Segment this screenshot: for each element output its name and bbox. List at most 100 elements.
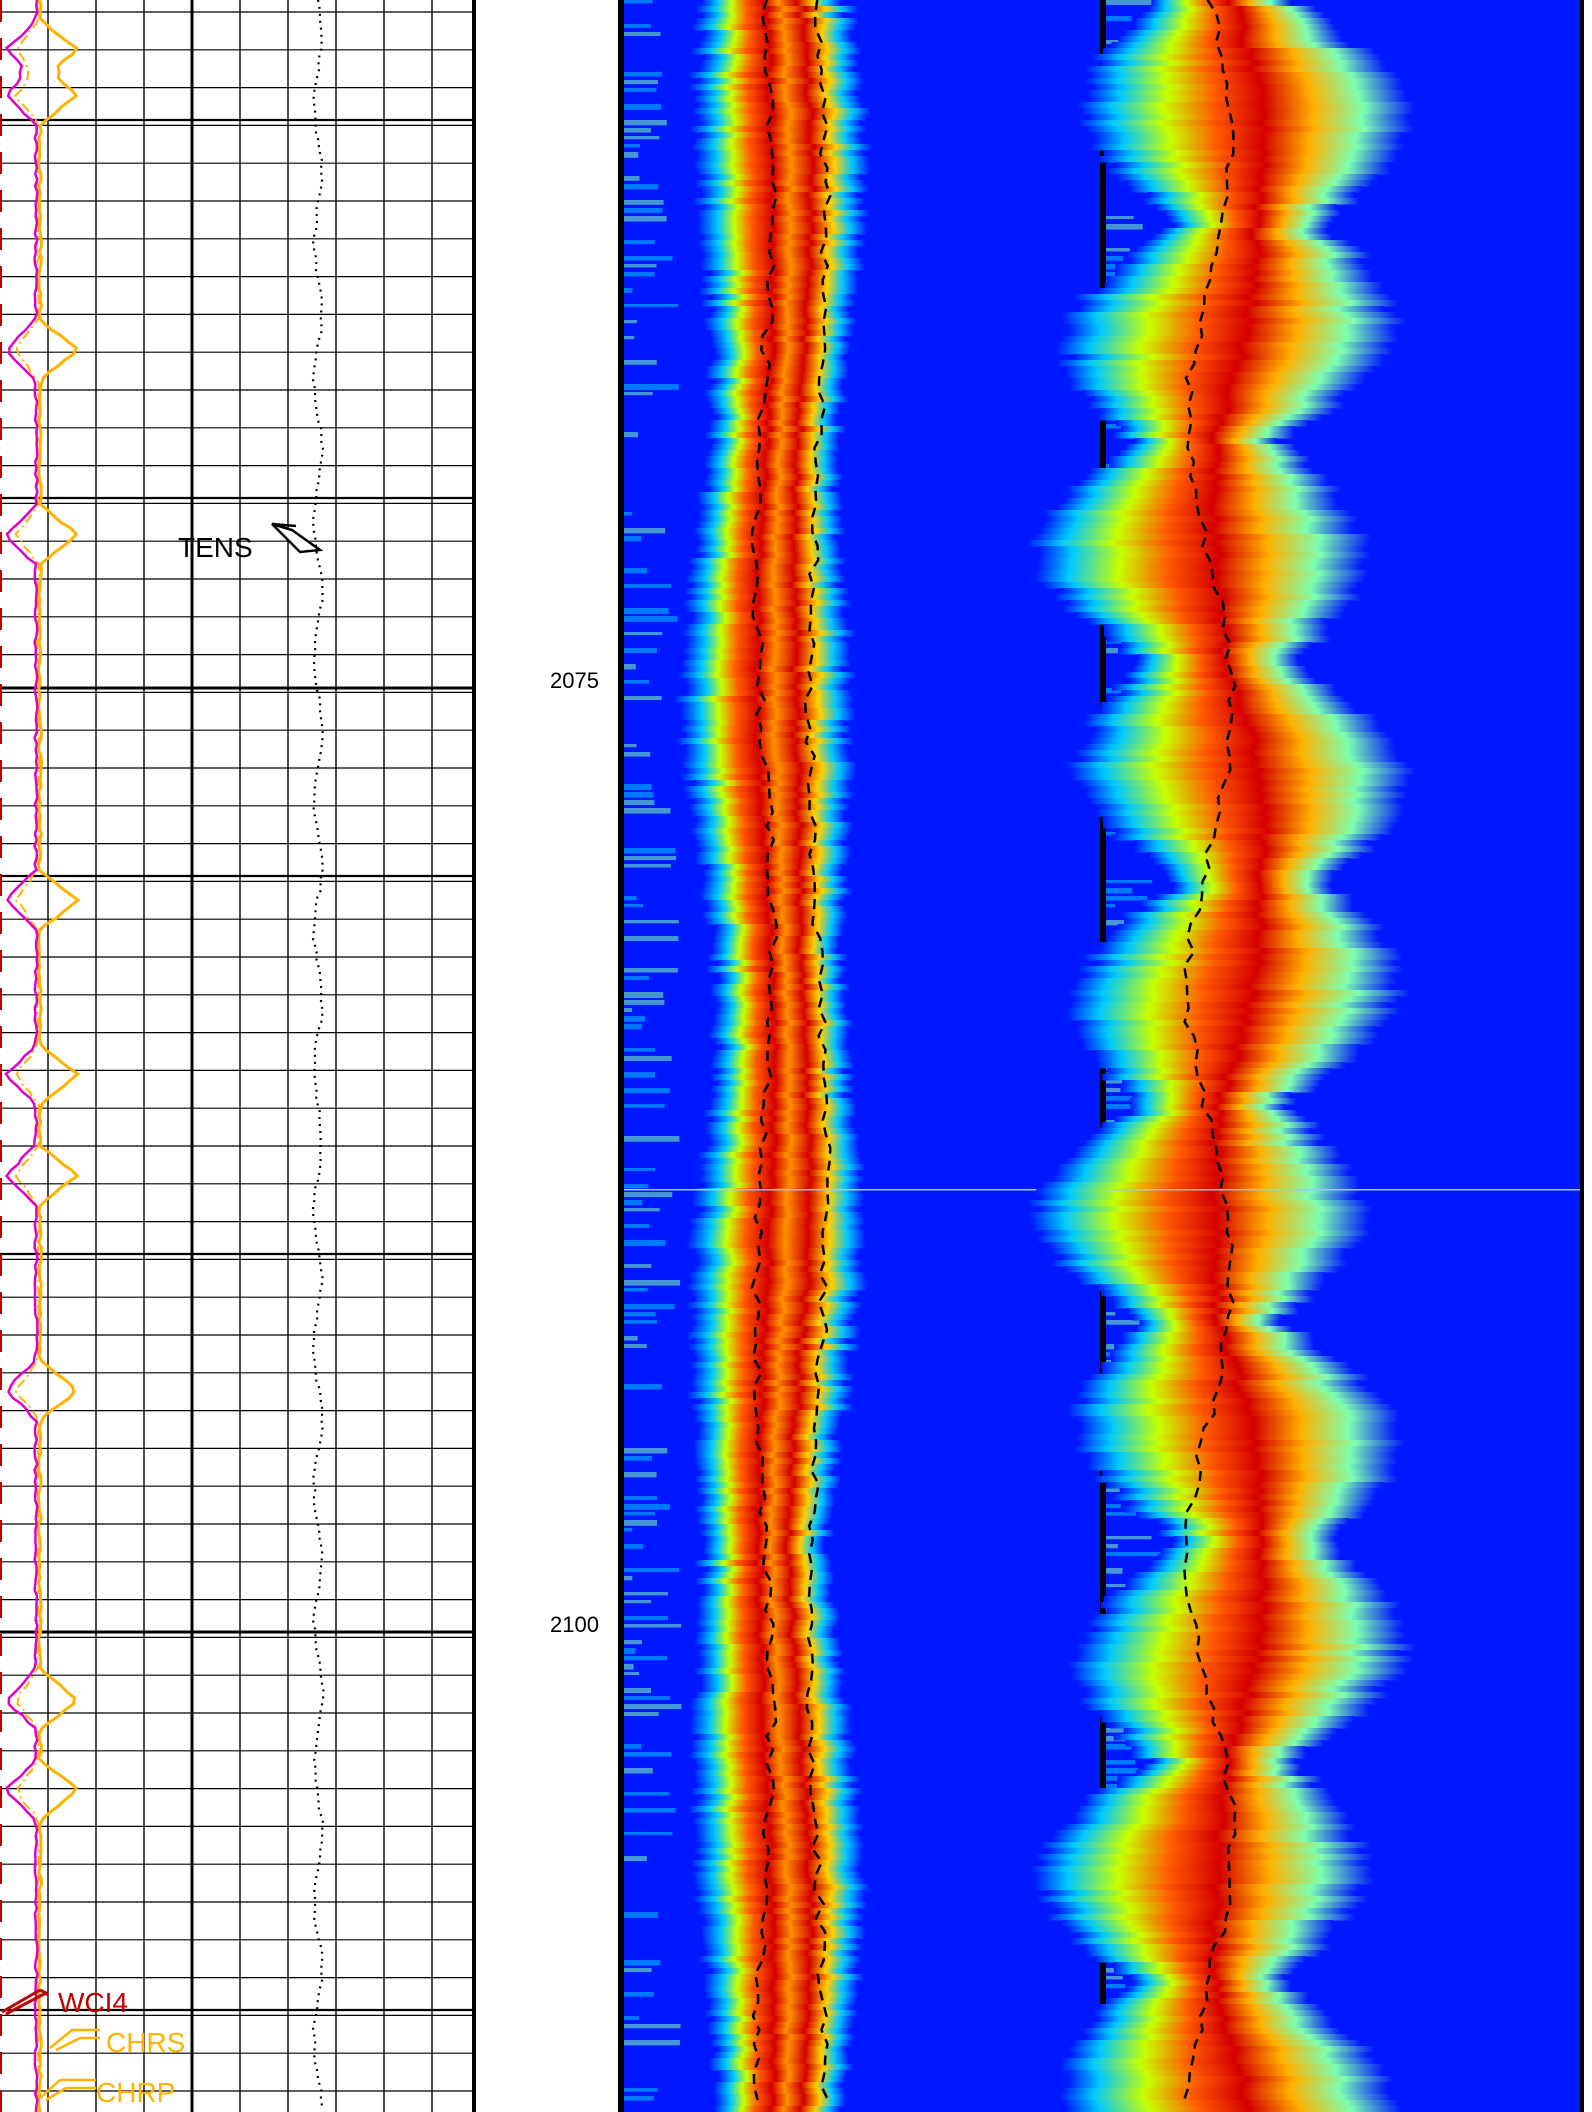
image-band-row bbox=[687, 636, 846, 643]
image-band-row bbox=[689, 1278, 867, 1285]
image-band-row bbox=[1073, 294, 1392, 301]
image-band-row bbox=[1066, 1926, 1334, 1933]
image-band-row bbox=[690, 1698, 845, 1705]
image-band-row bbox=[1132, 1572, 1367, 1579]
image-band-row bbox=[692, 1374, 854, 1381]
image-band-row bbox=[1088, 402, 1344, 409]
image-band-row bbox=[1089, 1374, 1369, 1381]
image-band-row bbox=[1133, 1980, 1292, 1987]
image-streak bbox=[624, 1048, 655, 1052]
image-streak bbox=[624, 200, 664, 205]
image-streak bbox=[624, 1184, 649, 1189]
image-band-row bbox=[697, 1152, 861, 1159]
image-streak bbox=[624, 320, 637, 324]
image-band-row bbox=[715, 924, 844, 931]
image-band-row bbox=[1095, 1626, 1402, 1633]
image-band-row bbox=[1099, 2004, 1321, 2011]
image-track-2-bands bbox=[1027, 0, 1416, 2112]
image-band-row bbox=[1080, 108, 1414, 115]
image-band-row bbox=[693, 1266, 860, 1273]
image-band-row bbox=[693, 798, 845, 805]
image-band-row bbox=[698, 1902, 868, 1909]
image-band-row bbox=[1113, 1962, 1300, 1969]
image-band-row bbox=[1102, 48, 1375, 55]
curve-track: TENS WCI4 CHRS CHRP bbox=[0, 0, 478, 2112]
image-band-row bbox=[694, 1368, 849, 1375]
image-band-row bbox=[709, 2058, 850, 2065]
image-band-row bbox=[1062, 1824, 1356, 1831]
image-streak bbox=[624, 1992, 654, 1997]
image-band-row bbox=[699, 1482, 839, 1489]
image-streak bbox=[1106, 256, 1123, 261]
image-band-row bbox=[703, 1986, 857, 1993]
image-band-row bbox=[703, 1974, 864, 1981]
image-band-row bbox=[697, 90, 857, 97]
image-band-row bbox=[1079, 1020, 1386, 1027]
image-band-row bbox=[1054, 594, 1362, 601]
image-band-row bbox=[706, 1146, 859, 1153]
image-band-row bbox=[691, 144, 872, 151]
image-band-row bbox=[1167, 876, 1334, 883]
image-streak bbox=[1106, 1976, 1123, 1980]
image-band-row bbox=[694, 1848, 863, 1855]
image-band-row bbox=[1062, 498, 1338, 505]
image-band-row bbox=[1034, 1884, 1361, 1891]
image-band-row bbox=[1084, 1794, 1333, 1801]
image-streak bbox=[624, 384, 679, 390]
image-band-row bbox=[1060, 336, 1398, 343]
image-streak bbox=[624, 1208, 660, 1212]
image-band-row bbox=[1174, 222, 1330, 229]
image-streak bbox=[1106, 1512, 1156, 1516]
image-band-row bbox=[1034, 576, 1366, 583]
image-band-row bbox=[1035, 1854, 1373, 1861]
image-band-row bbox=[704, 1980, 858, 1987]
image-streak bbox=[1106, 1776, 1118, 1781]
image-band-row bbox=[1082, 954, 1403, 961]
image-streak bbox=[624, 800, 655, 806]
image-band-row bbox=[1077, 1680, 1388, 1687]
image-band-row bbox=[695, 1410, 843, 1417]
image-band-row bbox=[709, 312, 851, 319]
image-band-row bbox=[1064, 1266, 1340, 1273]
image-track-1-divider bbox=[624, 1189, 1100, 1191]
image-band-row bbox=[696, 156, 869, 163]
image-band-row bbox=[701, 0, 842, 7]
image-band-row bbox=[1074, 1818, 1347, 1825]
image-streak bbox=[624, 1968, 652, 1973]
image-band-row bbox=[675, 738, 855, 745]
image-band-row bbox=[1115, 264, 1366, 271]
image-band-row bbox=[1132, 1092, 1291, 1099]
image-band-row bbox=[691, 1746, 858, 1753]
image-band-row bbox=[1067, 2076, 1394, 2083]
image-band-row bbox=[1101, 1122, 1321, 1129]
image-streak bbox=[624, 1752, 672, 1757]
image-band-row bbox=[691, 1224, 863, 1231]
image-band-row bbox=[700, 264, 865, 271]
image-streak bbox=[624, 304, 679, 308]
image-band-row bbox=[688, 1230, 866, 1237]
image-band-row bbox=[693, 162, 870, 169]
image-band-row bbox=[693, 822, 854, 829]
image-band-row bbox=[700, 258, 863, 265]
image-band-row bbox=[1065, 366, 1376, 373]
image-streak bbox=[624, 1856, 647, 1862]
image-band-row bbox=[1151, 0, 1292, 7]
image-band-row bbox=[1103, 1596, 1386, 1603]
image-streak bbox=[624, 240, 655, 245]
image-streak bbox=[624, 1640, 643, 1645]
image-band-row bbox=[696, 1800, 855, 1807]
image-band-row bbox=[708, 486, 833, 493]
depth-tick-label: 2075 bbox=[550, 668, 599, 693]
image-band-row bbox=[1093, 132, 1403, 139]
image-band-row bbox=[709, 1998, 857, 2005]
image-band-row bbox=[689, 594, 846, 601]
image-band-row bbox=[1129, 678, 1317, 685]
image-band-row bbox=[1078, 480, 1328, 487]
image-band-row bbox=[1130, 1110, 1298, 1117]
image-streak bbox=[1106, 1544, 1118, 1549]
image-band-row bbox=[698, 1956, 862, 1963]
image-band-row bbox=[709, 330, 854, 337]
image-streak bbox=[624, 744, 637, 748]
image-band-row bbox=[691, 582, 838, 589]
